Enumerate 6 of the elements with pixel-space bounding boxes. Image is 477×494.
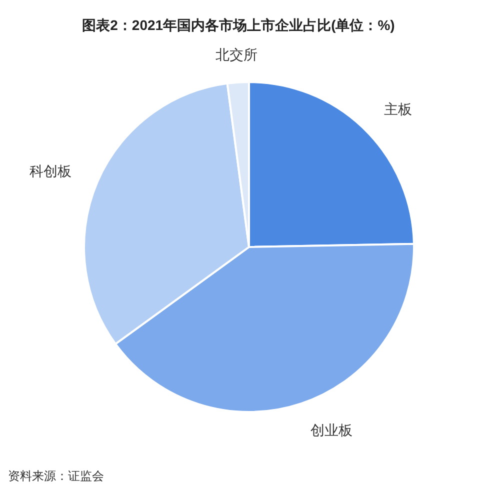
slice-label: 北交所 bbox=[215, 46, 258, 62]
chart-title: 图表2：2021年国内各市场上市企业占比(单位：%) bbox=[82, 17, 395, 33]
text: 资料来源：证监会 bbox=[8, 469, 104, 483]
slice-label: 主板 bbox=[384, 101, 412, 118]
slice-label: 科创板 bbox=[30, 162, 72, 179]
slice-label: 创业板 bbox=[310, 422, 352, 438]
